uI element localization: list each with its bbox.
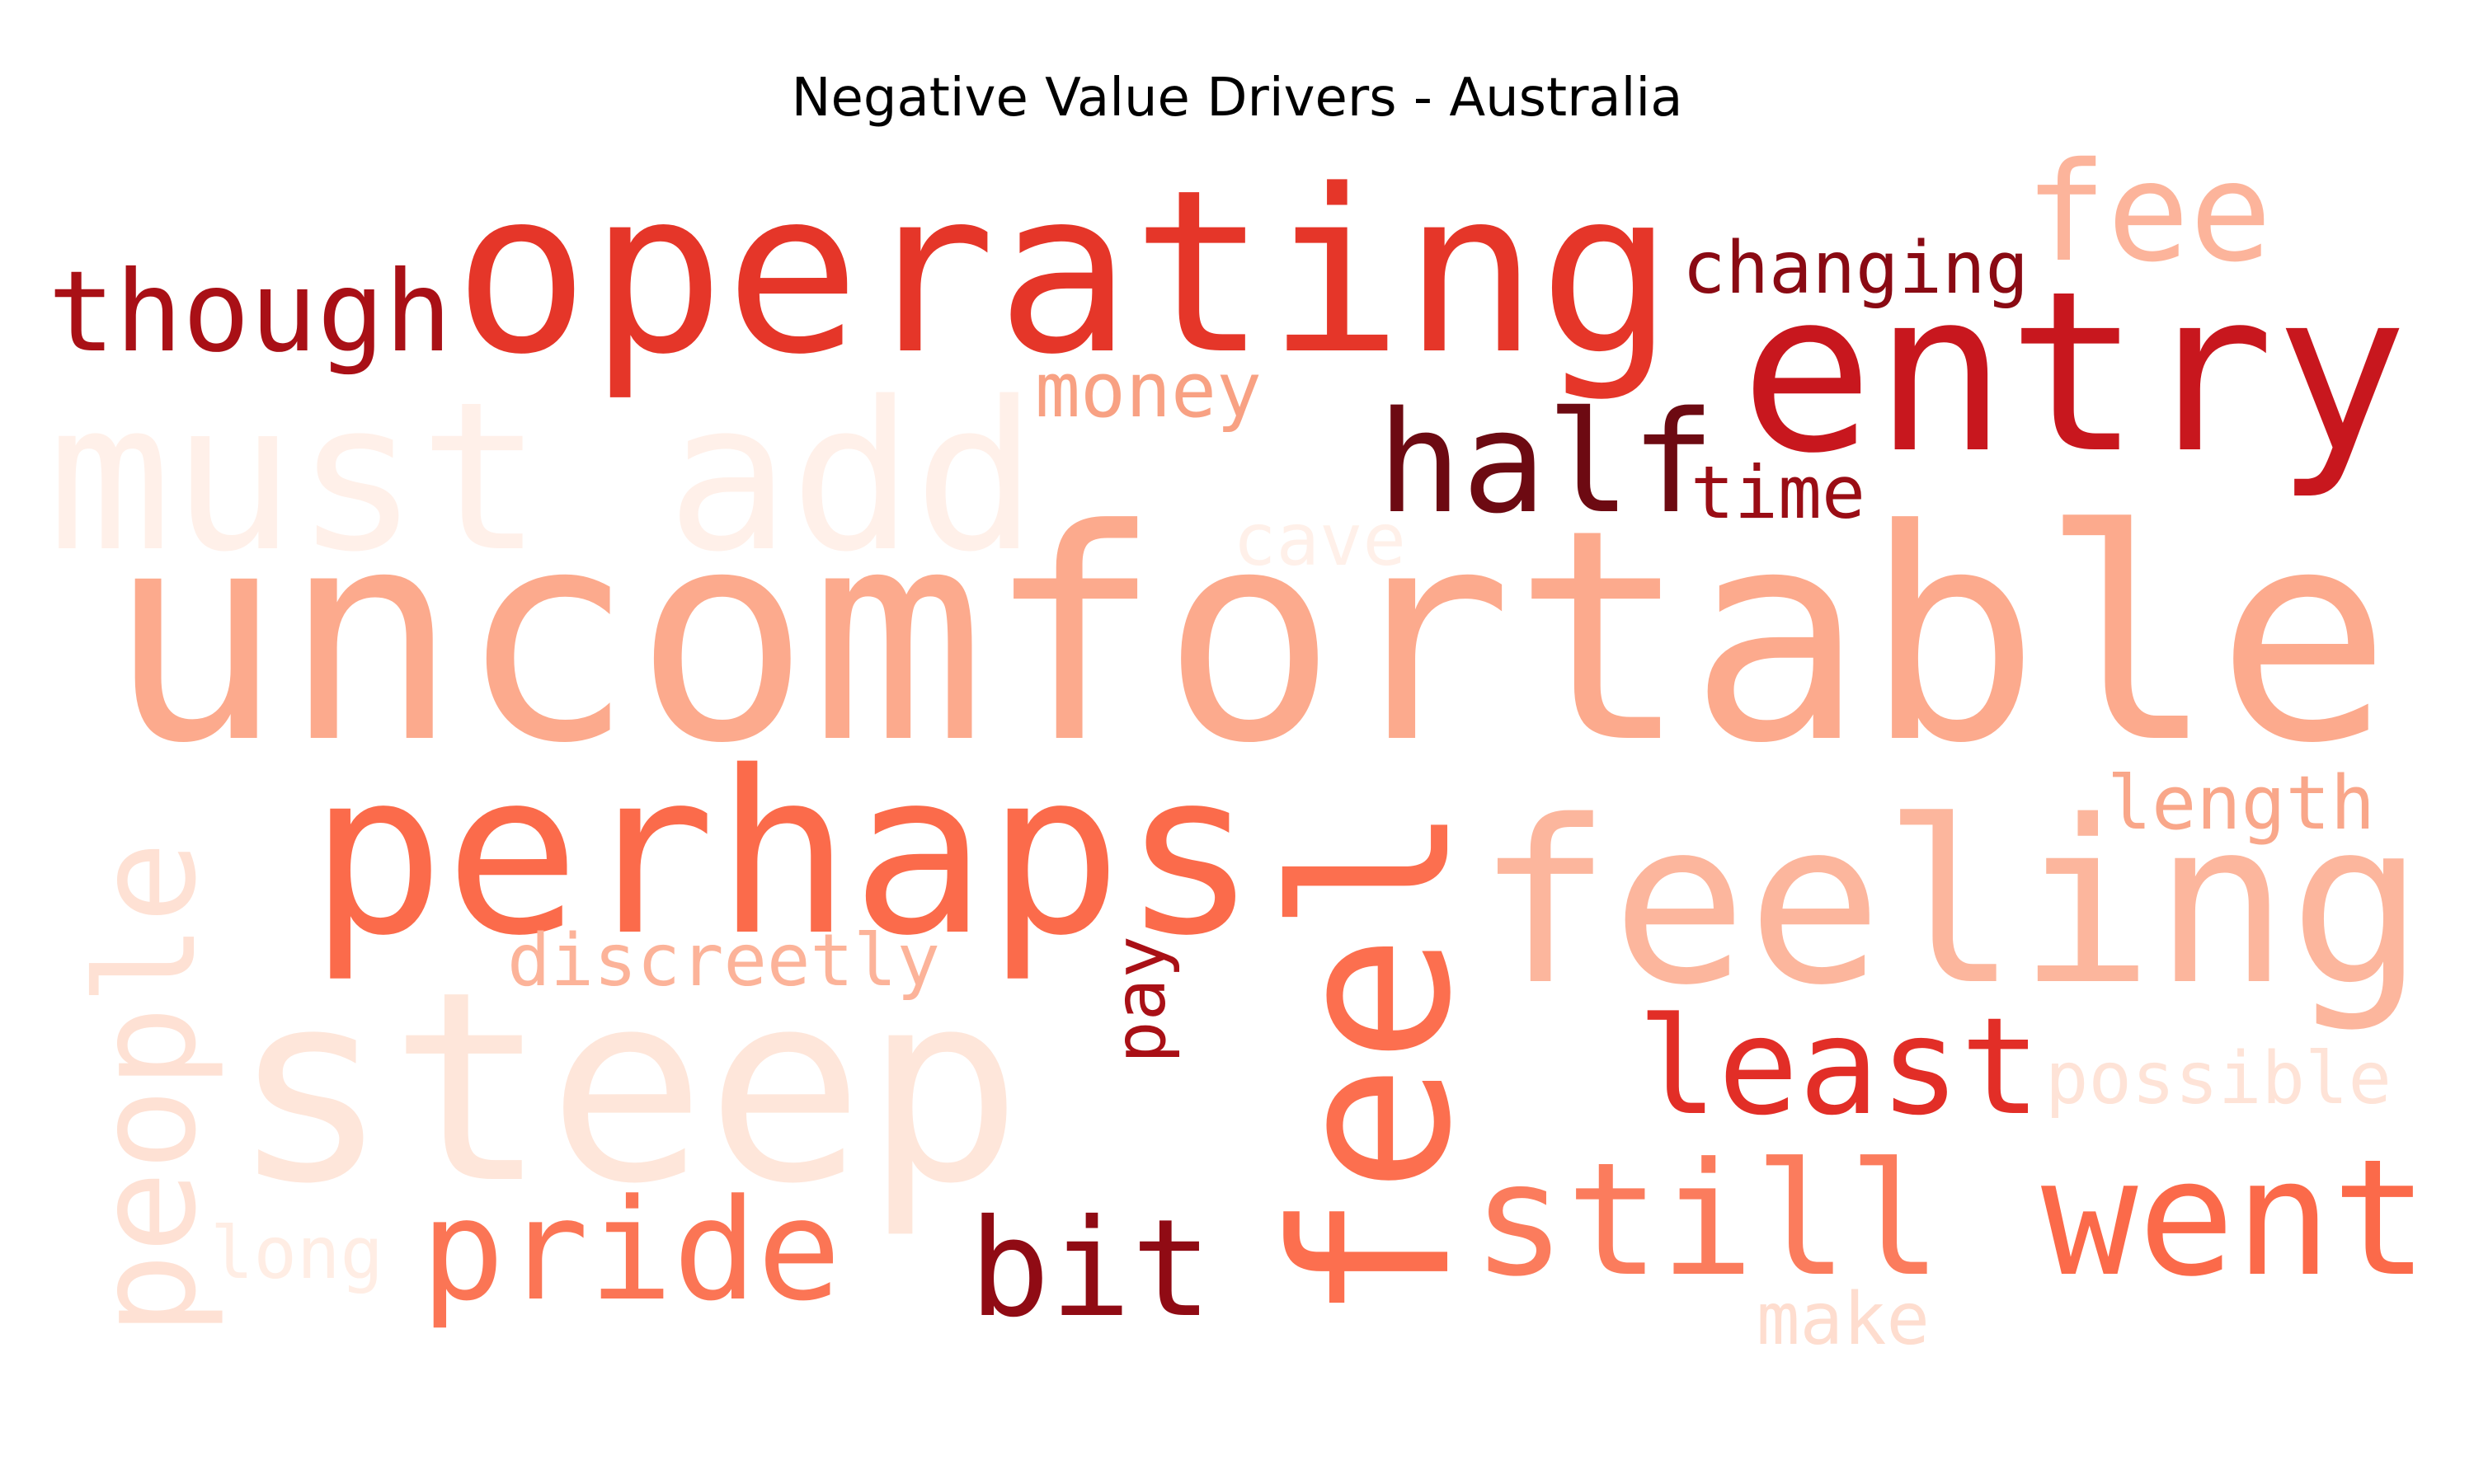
word-pay: pay	[1099, 936, 1182, 1064]
word-half: half	[1377, 382, 1715, 545]
chart-title: Negative Value Drivers - Australia	[791, 68, 1683, 129]
word-though: though	[48, 247, 452, 378]
word-length: length	[2107, 760, 2375, 847]
word-possible: possible	[2045, 1036, 2392, 1120]
word-went: went	[2041, 1125, 2429, 1313]
word-entry: entry	[1740, 244, 2408, 502]
word-bit: bit	[969, 1190, 1212, 1347]
word-long: long	[210, 1211, 383, 1295]
word-changing: changing	[1682, 226, 2029, 310]
word-time: time	[1691, 450, 1865, 535]
word-fee: fee	[2025, 134, 2272, 293]
word-money: money	[1035, 346, 1262, 434]
word-people: people	[68, 841, 227, 1336]
word-pride: pride	[421, 1169, 841, 1331]
word-feel: feel	[1247, 804, 1498, 1323]
word-feeling: feeling	[1476, 773, 2425, 1035]
word-operating: operating	[454, 142, 1674, 404]
word-perhaps: perhaps	[309, 724, 1258, 985]
word-must-add: must add	[48, 358, 1037, 597]
word-discreetly: discreetly	[507, 918, 940, 1003]
word-steep: steep	[231, 936, 1023, 1242]
word-cave: cave	[1233, 498, 1406, 582]
word-least: least	[1637, 989, 2041, 1145]
word-uncomfortable: uncomfortable	[107, 468, 2392, 807]
word-still: still	[1472, 1129, 1942, 1311]
word-make: make	[1757, 1277, 1930, 1361]
